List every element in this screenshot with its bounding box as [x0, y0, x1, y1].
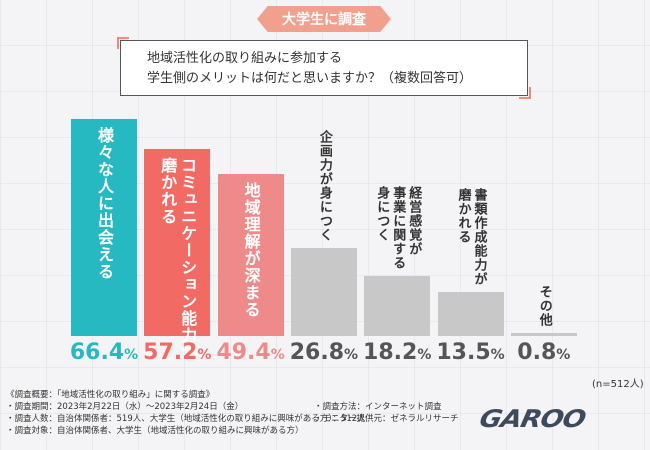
bar-label-line: 地域理解が深まる [241, 182, 261, 319]
bar-4 [290, 248, 357, 336]
bar-label-line: 磨かれる [455, 187, 471, 244]
question-line-2: 学生側のメリットは何だと思いますか？（複数回答可） [147, 71, 473, 86]
value-label-1: 66.4% [69, 340, 139, 365]
bar-label-line: コミュニケーション能力が [178, 156, 198, 361]
bar-label-1: 様々な人に出会える [94, 127, 114, 280]
value-label-2: 57.2% [143, 340, 212, 365]
value-label-6: 13.5% [436, 340, 505, 365]
bar-label-3: 地域理解が深まる [241, 182, 261, 318]
bar-label-line: 事業に関する [390, 186, 406, 271]
bar-label-line: 様々な人に出会える [95, 126, 114, 280]
survey-summary-right: ・調査方法：インターネット調査 ・モニター提供元：ゼネラルリサーチ [314, 401, 459, 425]
value-label-4: 26.8% [289, 340, 359, 365]
bar-label-line: 磨かれる [158, 156, 178, 225]
garoo-logo: GAROO [476, 405, 588, 434]
bar-label-line: 身につく [374, 186, 390, 243]
bar-label-line: その他 [536, 285, 552, 327]
bar-1 [71, 118, 137, 336]
bar-label-2: コミュニケーション能力が 磨かれる [157, 157, 197, 361]
bar-label-6: 書類作成能力が 磨かれる [455, 188, 487, 286]
bar-label-5: 経営感覚が 事業に関する 身につく [373, 186, 421, 270]
bar-5 [364, 276, 431, 336]
survey-method: ・調査方法：インターネット調査 [314, 402, 442, 412]
question-line-1: 地域活性化の取り組みに参加する [147, 51, 343, 66]
survey-header: 《調査概要：「地域活性化の取り組み」に関する調査》 [6, 390, 215, 400]
value-label-7: 0.8% [517, 340, 571, 365]
question-box: 地域活性化の取り組みに参加する 学生側のメリットは何だと思いますか？（複数回答可… [117, 37, 531, 99]
survey-provider: ・モニター提供元：ゼネラルリサーチ [314, 414, 459, 424]
bar-label-4: 企画力が身につく [316, 130, 332, 242]
corner-decoration [117, 37, 129, 49]
bar-label-line: 書類作成能力が [471, 187, 487, 286]
sample-size-note: (n=512人) [592, 379, 644, 390]
bar-2 [144, 148, 211, 336]
bar-label-7: その他 [536, 285, 552, 327]
survey-period: ・調査期間：2023年2月22日（水）〜2023年2月24日（金） [6, 402, 244, 412]
bar-label-line: 経営感覚が [406, 186, 422, 257]
bar-label-line: 企画力が身につく [316, 130, 332, 243]
survey-count: ・調査人数：自治体関係者：519人、大学生（地域活性化の取り組みに興味がある方）… [6, 414, 366, 424]
corner-decoration [519, 87, 531, 99]
survey-summary: 《調査概要：「地域活性化の取り組み」に関する調査》 ・調査期間：2023年2月2… [6, 389, 366, 437]
value-label-5: 18.2% [363, 340, 432, 365]
bar-7 [510, 333, 577, 336]
value-label-3: 49.4% [216, 340, 285, 365]
bar-3 [217, 174, 284, 336]
bar-6 [437, 291, 504, 336]
survey-target: ・調査対象：自治体関係者、大学生（地域活性化の取り組みに興味がある方） [6, 426, 304, 436]
survey-badge: 大学生に調査 [257, 6, 391, 32]
